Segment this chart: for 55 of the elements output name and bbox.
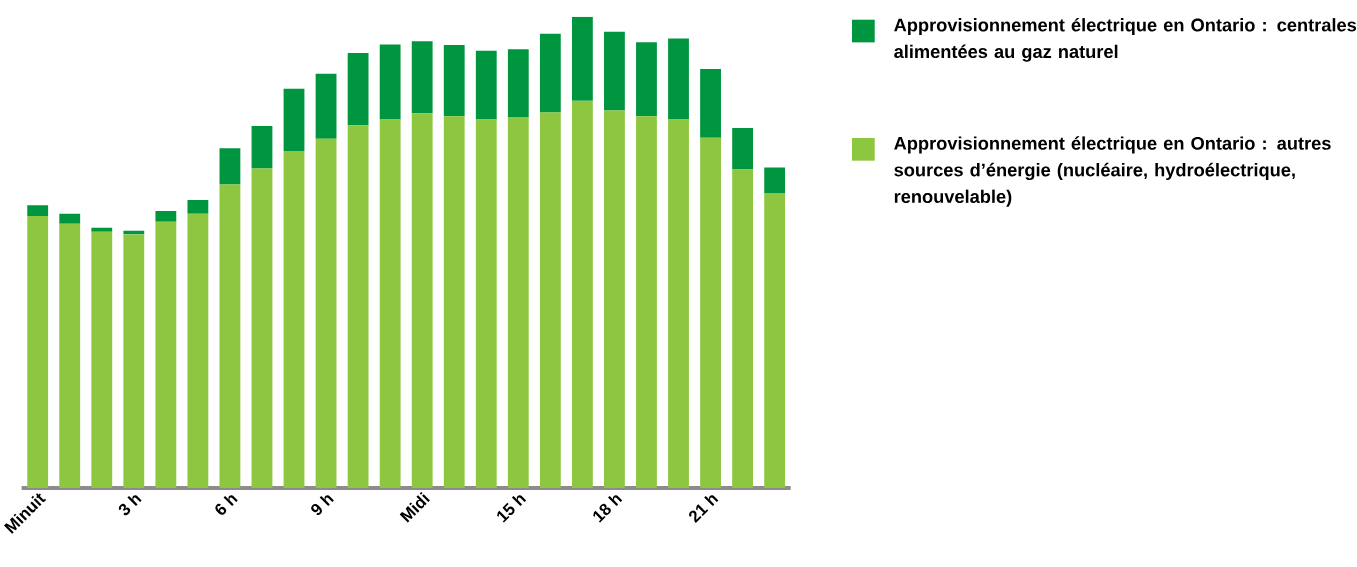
bar: [59, 213, 81, 224]
x-tick-label: 9 h: [311, 495, 334, 516]
bar: [668, 119, 689, 489]
bar: [155, 221, 177, 489]
bar: [123, 234, 145, 489]
bar: [411, 113, 433, 489]
bar: [636, 116, 657, 489]
bar: [251, 168, 273, 489]
bar: [604, 110, 625, 489]
bar: [315, 138, 337, 489]
bar: [443, 116, 465, 489]
x-tick-label: 18 h: [593, 495, 623, 523]
bar: [732, 128, 754, 170]
bar: [571, 100, 593, 489]
bar: [764, 167, 786, 194]
bar: [379, 119, 401, 489]
bar: [27, 216, 49, 489]
bar: [315, 73, 337, 139]
bar: [443, 45, 465, 117]
x-tick-label: 15 h: [497, 495, 527, 523]
bar: [187, 213, 209, 489]
bar: [379, 44, 401, 120]
bar: [668, 38, 689, 120]
bar: [507, 49, 529, 118]
bar: [700, 137, 721, 489]
bar: [700, 69, 721, 138]
bar: [283, 151, 305, 489]
bar: [411, 41, 433, 114]
bar: [475, 119, 497, 489]
legend-label: Approvisionnement électrique en Ontario : centrales alimentées au gaz naturel: [894, 18, 1357, 62]
bar: [539, 112, 561, 489]
bar: [219, 184, 241, 489]
bar: [91, 227, 113, 232]
legend-label: Approvisionnement électrique en Ontario : autres sources d’énergie (nucléaire, hydroélectrique, renouvelable): [894, 136, 1331, 207]
bar: [604, 31, 625, 111]
bar: [347, 125, 369, 489]
x-tick-label: 6 h: [215, 495, 238, 515]
x-tick-label: 3 h: [118, 495, 142, 516]
bar: [27, 205, 49, 217]
bar: [155, 210, 177, 222]
bar: [187, 200, 209, 214]
bar: [251, 126, 273, 169]
bar: [347, 53, 369, 126]
bar: [636, 42, 657, 117]
x-tick-label: 21 h: [689, 495, 719, 524]
bar: [91, 231, 113, 489]
bar: [475, 50, 497, 120]
bar: [732, 169, 754, 489]
bar: [539, 33, 561, 113]
bar: [283, 88, 305, 152]
bar: [507, 117, 529, 489]
bar: [59, 223, 81, 489]
bar: [764, 193, 786, 489]
bar: [219, 148, 241, 185]
bar: [571, 16, 593, 101]
